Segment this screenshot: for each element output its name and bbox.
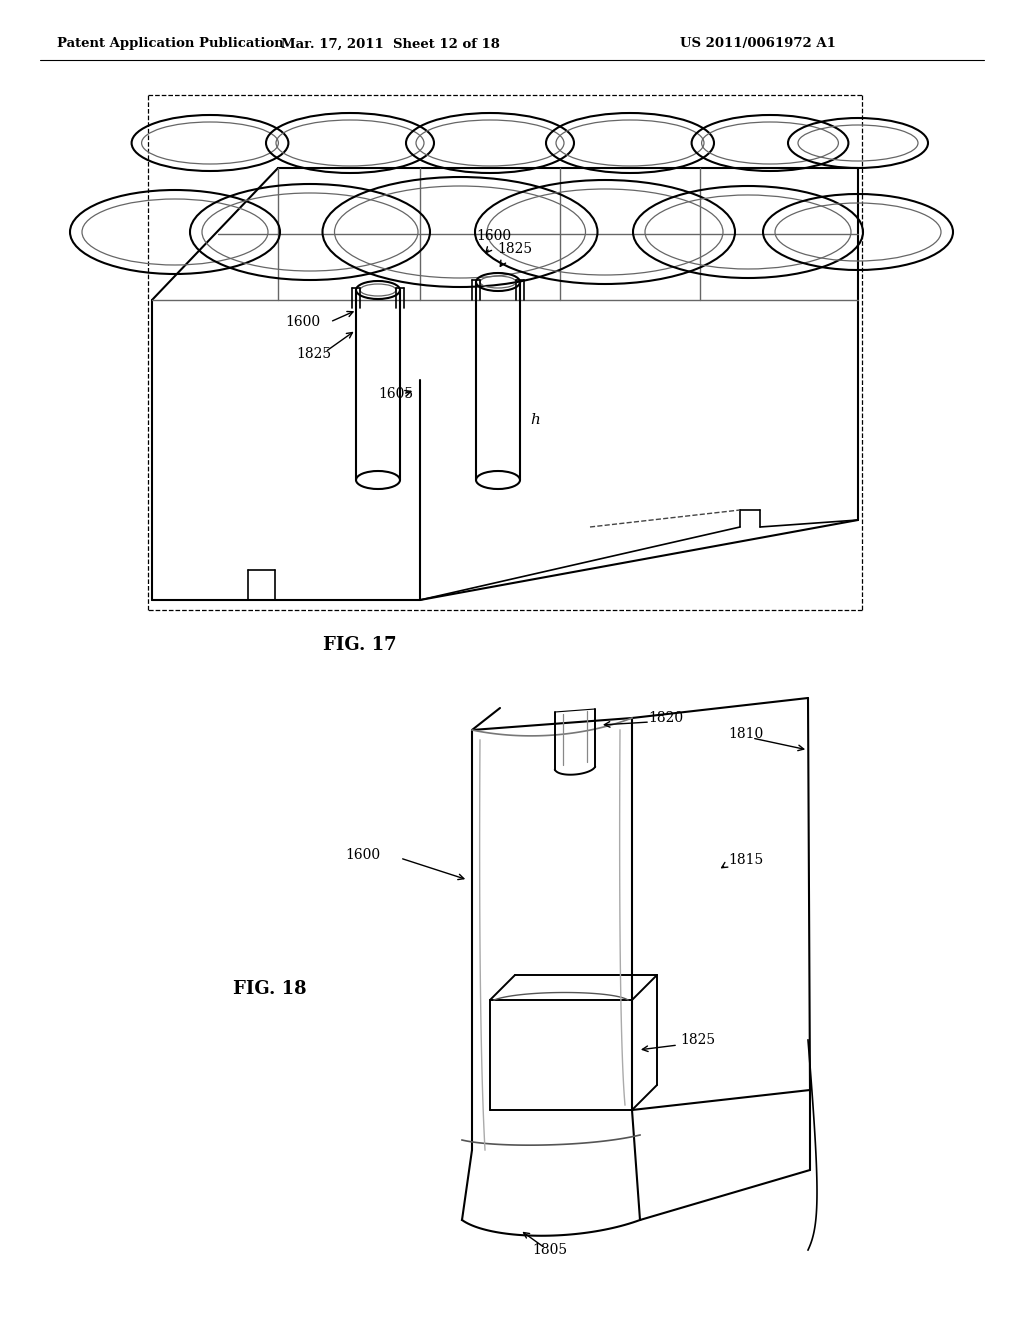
Text: 1605: 1605 bbox=[378, 387, 413, 401]
Text: 1600: 1600 bbox=[476, 228, 511, 243]
Text: FIG. 17: FIG. 17 bbox=[324, 636, 397, 653]
Text: 1600: 1600 bbox=[345, 847, 380, 862]
Text: 1815: 1815 bbox=[728, 853, 763, 867]
Text: 1820: 1820 bbox=[648, 711, 683, 725]
Text: Mar. 17, 2011  Sheet 12 of 18: Mar. 17, 2011 Sheet 12 of 18 bbox=[281, 37, 500, 50]
Text: 1810: 1810 bbox=[728, 727, 763, 741]
Text: 1825: 1825 bbox=[497, 242, 532, 256]
Text: 1600: 1600 bbox=[285, 315, 321, 329]
Text: 1825: 1825 bbox=[680, 1034, 715, 1047]
Text: FIG. 18: FIG. 18 bbox=[233, 979, 307, 998]
Text: h: h bbox=[530, 413, 540, 426]
Text: US 2011/0061972 A1: US 2011/0061972 A1 bbox=[680, 37, 836, 50]
Text: Patent Application Publication: Patent Application Publication bbox=[57, 37, 284, 50]
Text: 1825: 1825 bbox=[296, 347, 331, 360]
Text: 1805: 1805 bbox=[532, 1243, 567, 1257]
